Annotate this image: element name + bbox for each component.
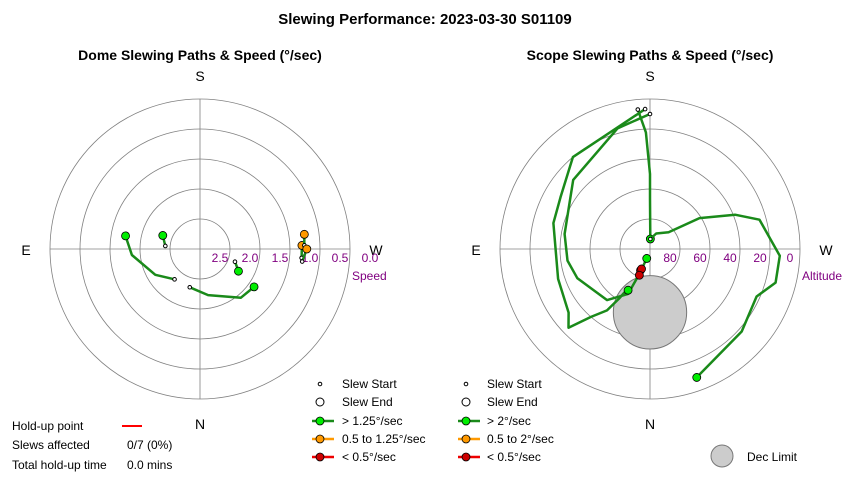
scope-slew-paths (552, 106, 782, 382)
legend-fast-label: > 1.25°/sec (342, 414, 403, 428)
slew-path (124, 234, 176, 281)
radial-tick-label: 2.0 (242, 251, 259, 265)
dome-compass-s: S (195, 68, 204, 84)
legend-slew-start-marker (317, 381, 323, 387)
scope-compass-e: E (471, 242, 480, 258)
legend-fast-marker (315, 416, 325, 426)
legend-slew-end-marker (461, 397, 471, 407)
scope-compass-s: S (645, 68, 654, 84)
slew-path (636, 108, 652, 241)
slew-end-marker (634, 270, 644, 280)
legend-fast-marker (461, 416, 471, 426)
holdup-point-label: Hold-up point (12, 419, 84, 433)
slews-affected-label: Slews affected (12, 438, 90, 452)
dec-limit-legend-marker (710, 444, 734, 468)
scope-compass-w: W (819, 242, 833, 258)
holdup-info: Hold-up point Slews affected 0/7 (0%) To… (12, 419, 172, 472)
slew-start-marker (163, 243, 168, 249)
legend-medium-label: 0.5 to 2°/sec (487, 432, 554, 446)
radial-tick-label: 0.5 (332, 251, 349, 265)
slew-start-marker (232, 259, 238, 265)
slew-end-marker (642, 254, 652, 263)
dome-chart-title: Dome Slewing Paths & Speed (°/sec) (78, 47, 322, 63)
dome-compass-e: E (21, 242, 30, 258)
slew-end-marker (692, 373, 702, 382)
slew-path (649, 213, 782, 379)
scope-polar-grid (499, 98, 801, 400)
dome-compass-n: N (195, 416, 205, 432)
dome-radial-axis-label: Speed (352, 269, 387, 283)
dome-radial-ticks: 2.5 2.0 1.5 1.0 0.5 0.0 (212, 251, 379, 265)
legend-fast-label: > 2°/sec (487, 414, 531, 428)
legend-slew-end-marker (315, 397, 325, 407)
radial-tick-label: 2.5 (212, 251, 229, 265)
legend-medium-label: 0.5 to 1.25°/sec (342, 432, 426, 446)
legend-medium-marker (461, 434, 471, 444)
slew-path (552, 107, 647, 329)
scope-legend: Slew Start Slew End > 2°/sec 0.5 to 2°/s… (458, 377, 798, 468)
legend-slow-marker (461, 452, 471, 462)
legend-slew-start-marker (463, 381, 469, 387)
dome-panel: Dome Slewing Paths & Speed (°/sec) S N E… (12, 47, 426, 472)
slews-affected-value: 0/7 (0%) (127, 438, 172, 452)
legend-slow-label: < 0.5°/sec (342, 450, 396, 464)
figure-title: Slewing Performance: 2023-03-30 S01109 (278, 11, 572, 28)
slew-start-marker (172, 277, 177, 282)
radial-tick-label: 1.5 (272, 251, 289, 265)
legend-medium-marker (315, 434, 325, 444)
holdup-time-label: Total hold-up time (12, 458, 107, 472)
radial-tick-label: 20 (753, 251, 767, 265)
slew-end-marker (234, 266, 243, 276)
legend-slew-start-label: Slew Start (487, 377, 542, 391)
slew-start-marker (642, 106, 648, 112)
slew-end-marker (299, 229, 309, 239)
slew-start-marker (299, 259, 305, 264)
scope-compass-n: N (645, 416, 655, 432)
dome-compass-w: W (369, 242, 383, 258)
holdup-time-value: 0.0 mins (127, 458, 172, 472)
scope-chart-title: Scope Slewing Paths & Speed (°/sec) (527, 47, 774, 63)
legend-slew-start-label: Slew Start (342, 377, 397, 391)
radial-tick-label: 60 (693, 251, 707, 265)
slew-path (563, 112, 652, 302)
slew-start-marker (635, 107, 641, 112)
dec-limit-legend-label: Dec Limit (747, 450, 798, 464)
scope-radial-ticks: 80 60 40 20 0 (663, 251, 793, 265)
radial-tick-label: 80 (663, 251, 677, 265)
dome-slew-paths (121, 229, 312, 299)
slew-end-marker (121, 231, 130, 241)
radial-tick-label: 40 (723, 251, 737, 265)
slew-start-marker (187, 284, 193, 290)
slew-end-marker (623, 285, 633, 295)
slew-end-marker (158, 231, 168, 240)
slew-end-marker (302, 244, 312, 254)
legend-slow-label: < 0.5°/sec (487, 450, 541, 464)
scope-panel: Scope Slewing Paths & Speed (°/sec) S N … (458, 47, 842, 468)
slew-end-marker (249, 282, 259, 292)
legend-slew-end-label: Slew End (487, 395, 538, 409)
radial-tick-label: 0 (787, 251, 794, 265)
slew-path (188, 285, 256, 299)
dec-limit-region (612, 275, 688, 350)
slew-start-marker (647, 111, 653, 117)
dome-polar-grid (49, 98, 351, 400)
legend-slew-end-label: Slew End (342, 395, 393, 409)
radial-tick-label: 0.0 (362, 251, 379, 265)
slew-start-marker (648, 236, 653, 242)
legend-slow-marker (315, 452, 325, 462)
scope-radial-axis-label: Altitude (802, 269, 842, 283)
dome-legend: Slew Start Slew End > 1.25°/sec 0.5 to 1… (312, 377, 426, 464)
